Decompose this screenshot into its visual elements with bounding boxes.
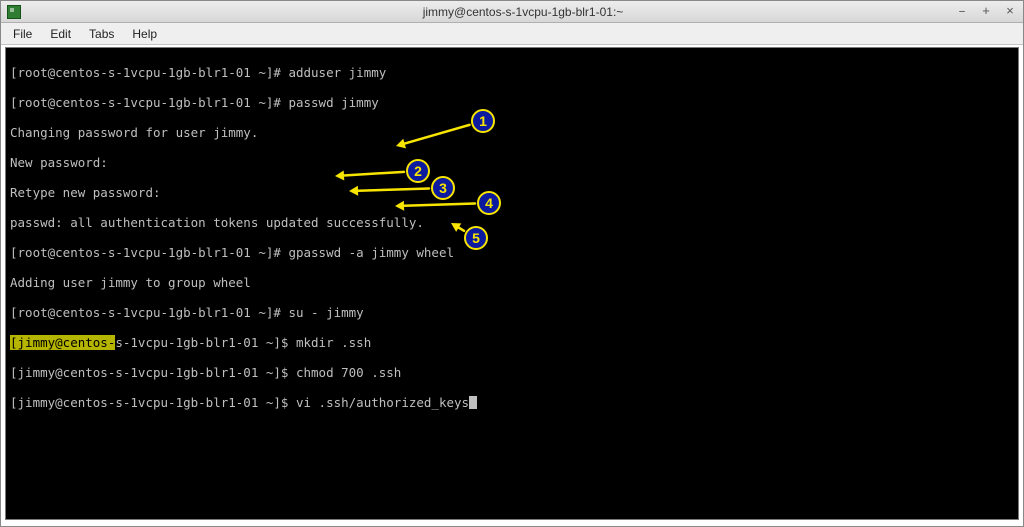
terminal-text: [jimmy@centos-s-1vcpu-1gb-blr1-01 ~]$ vi… [10, 395, 469, 410]
menu-edit[interactable]: Edit [42, 25, 79, 43]
highlighted-prompt: [jimmy@centos- [10, 335, 115, 350]
terminal-viewport[interactable]: [root@centos-s-1vcpu-1gb-blr1-01 ~]# add… [5, 47, 1019, 520]
terminal-line: passwd: all authentication tokens update… [10, 215, 1014, 230]
menu-help[interactable]: Help [124, 25, 165, 43]
terminal-line: [root@centos-s-1vcpu-1gb-blr1-01 ~]# su … [10, 305, 1014, 320]
titlebar[interactable]: jimmy@centos-s-1vcpu-1gb-blr1-01:~ – + × [1, 1, 1023, 23]
terminal-cursor [469, 396, 477, 409]
terminal-line: [root@centos-s-1vcpu-1gb-blr1-01 ~]# pas… [10, 95, 1014, 110]
terminal-line: [root@centos-s-1vcpu-1gb-blr1-01 ~]# gpa… [10, 245, 1014, 260]
window-title: jimmy@centos-s-1vcpu-1gb-blr1-01:~ [423, 5, 624, 19]
menu-file[interactable]: File [5, 25, 40, 43]
terminal-line: Adding user jimmy to group wheel [10, 275, 1014, 290]
menu-tabs[interactable]: Tabs [81, 25, 122, 43]
terminal-line: New password: [10, 155, 1014, 170]
terminal-line: [root@centos-s-1vcpu-1gb-blr1-01 ~]# add… [10, 65, 1014, 80]
menubar: File Edit Tabs Help [1, 23, 1023, 45]
terminal-line: Changing password for user jimmy. [10, 125, 1014, 140]
terminal-app-icon [7, 5, 21, 19]
maximize-button[interactable]: + [979, 5, 993, 19]
close-button[interactable]: × [1003, 5, 1017, 19]
terminal-line: [jimmy@centos-s-1vcpu-1gb-blr1-01 ~]$ ch… [10, 365, 1014, 380]
terminal-line: [jimmy@centos-s-1vcpu-1gb-blr1-01 ~]$ mk… [10, 335, 1014, 350]
terminal-window: jimmy@centos-s-1vcpu-1gb-blr1-01:~ – + ×… [0, 0, 1024, 527]
minimize-button[interactable]: – [955, 5, 969, 19]
terminal-line: [jimmy@centos-s-1vcpu-1gb-blr1-01 ~]$ vi… [10, 395, 1014, 410]
terminal-line: Retype new password: [10, 185, 1014, 200]
terminal-text: s-1vcpu-1gb-blr1-01 ~]$ mkdir .ssh [115, 335, 371, 350]
